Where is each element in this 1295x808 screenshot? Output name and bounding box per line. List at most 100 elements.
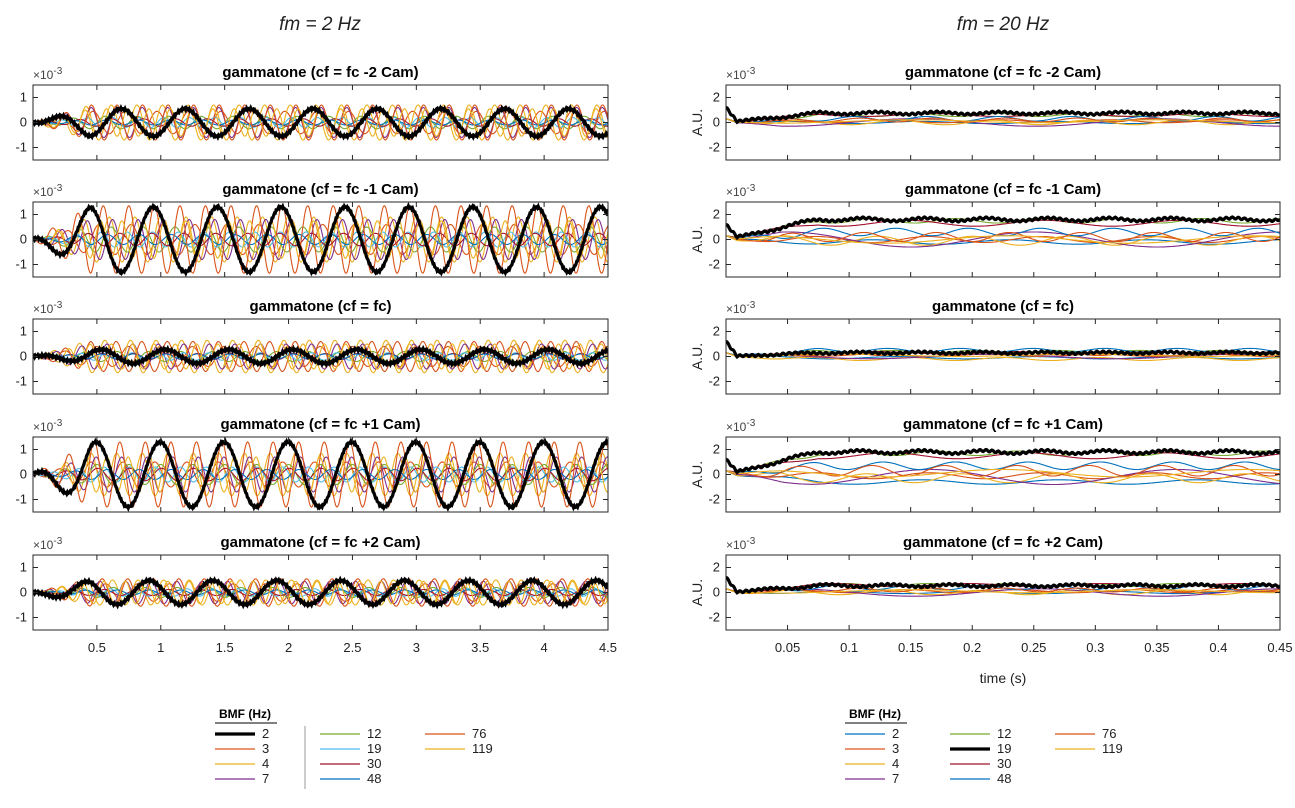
x-axis-label: time (s) [980,670,1027,686]
x-tick-label: 0.3 [1086,640,1104,655]
x-tick-label: 0.25 [1021,640,1046,655]
series-line-bmf-2 [33,202,608,277]
series-line-bmf-76 [33,205,608,275]
y-tick-label: 2 [713,442,720,457]
series-line-bmf-3 [726,470,1280,480]
subplot-title: gammatone (cf = fc +1 Cam) [220,416,420,433]
y-tick-label: 2 [713,560,720,575]
legend-entry-3: 3 [892,741,899,756]
y-tick-label: 1 [20,560,27,575]
x-tick-label: 2 [285,640,292,655]
legend-entry-30: 30 [367,756,381,771]
y-tick-label: -2 [708,257,720,272]
y-tick-label: -1 [15,374,27,389]
series-line-bmf-119 [33,220,608,259]
exponent-label: ×10-3 [33,66,63,82]
exponent-label: ×10-3 [726,300,756,316]
subplot-title: gammatone (cf = fc -2 Cam) [222,64,418,81]
series-line-bmf-30 [33,467,608,482]
series-line-bmf-7 [726,588,1280,597]
series-line-bmf-76 [33,104,608,141]
y-tick-label: -2 [708,374,720,389]
legend-entry-7: 7 [892,771,899,786]
y-tick-label: 2 [713,90,720,105]
y-tick-label: 0 [713,467,720,482]
x-tick-label: 0.45 [1267,640,1292,655]
legend-entry-4: 4 [892,756,899,771]
series-line-bmf-76 [726,464,1280,478]
x-tick-label: 0.4 [1209,640,1227,655]
series-line-bmf-19 [726,106,1280,125]
exponent-power: -3 [746,183,755,194]
x-tick-label: 0.05 [775,640,800,655]
subplot-title: gammatone (cf = fc) [932,298,1074,315]
x-tick-label: 4 [540,640,547,655]
y-axis-label: A.U. [689,343,705,370]
y-tick-label: 0 [713,585,720,600]
legend-entry-76: 76 [472,726,486,741]
legend-title: BMF (Hz) [849,707,901,721]
axes-box [32,436,609,513]
column-title-0: fm = 2 Hz [279,14,361,35]
series-line-bmf-119 [726,468,1280,478]
exponent-power: -3 [746,418,755,429]
legend-entry-119: 119 [1102,741,1123,756]
series-line-bmf-12 [33,463,608,486]
exponent-power: -3 [53,300,62,311]
x-tick-label: 2.5 [343,640,361,655]
series-line-bmf-4 [726,470,1280,484]
y-tick-label: 0 [713,115,720,130]
x-tick-label: 0.1 [840,640,858,655]
y-tick-label: 0 [20,585,27,600]
series-line-bmf-48 [33,468,608,481]
exponent-power: -3 [53,66,62,77]
legend-entry-12: 12 [997,726,1011,741]
y-tick-label: -2 [708,140,720,155]
subplot-title: gammatone (cf = fc -1 Cam) [222,181,418,198]
x-tick-label: 3 [413,640,420,655]
series-line-bmf-76 [33,441,608,508]
x-tick-label: 1 [157,640,164,655]
series-line-bmf-19 [726,215,1280,241]
series-line-bmf-119 [33,580,608,605]
series-line-bmf-76 [726,231,1280,243]
y-tick-label: 0 [713,349,720,364]
subplot-title: gammatone (cf = fc -2 Cam) [905,64,1101,81]
series-line-bmf-48 [33,233,608,246]
legend-entry-19: 19 [997,741,1011,756]
exponent-label: ×10-3 [33,418,63,434]
x-tick-label: 3.5 [471,640,489,655]
y-tick-label: 1 [20,207,27,222]
subplot-title: gammatone (cf = fc -1 Cam) [905,181,1101,198]
y-tick-label: 2 [713,324,720,339]
series-line-bmf-76 [33,578,608,607]
subplot-title: gammatone (cf = fc) [249,298,391,315]
series-line-bmf-7 [33,456,608,493]
subplot-3: gammatone (cf = fc +1 Cam) ×10-3 1 0 -1 [15,416,609,513]
legend-entry-7: 7 [262,771,269,786]
series-line-bmf-19 [33,466,608,483]
series-line-bmf-7 [33,106,608,139]
x-tick-label: 4.5 [599,640,617,655]
exponent-power: -3 [746,66,755,77]
y-tick-label: 0 [20,232,27,247]
series-line-bmf-119 [726,118,1280,124]
y-tick-label: -1 [15,140,27,155]
legend-title: BMF (Hz) [219,707,271,721]
series-line-bmf-76 [726,587,1280,594]
y-tick-label: 0 [20,115,27,130]
subplot-6: gammatone (cf = fc -1 Cam) ×10-3 2 0 -2A.U. [689,181,1281,278]
y-axis-label: A.U. [689,226,705,253]
series-line-bmf-119 [726,588,1280,594]
y-tick-label: -1 [15,257,27,272]
legend-entry-4: 4 [262,756,269,771]
series-line-bmf-19 [726,576,1280,595]
series-line-bmf-19 [726,340,1280,360]
legend-entry-48: 48 [997,771,1011,786]
exponent-power: -3 [746,300,755,311]
series-line-bmf-12 [33,226,608,253]
exponent-power: -3 [53,536,62,547]
y-tick-label: -1 [15,610,27,625]
